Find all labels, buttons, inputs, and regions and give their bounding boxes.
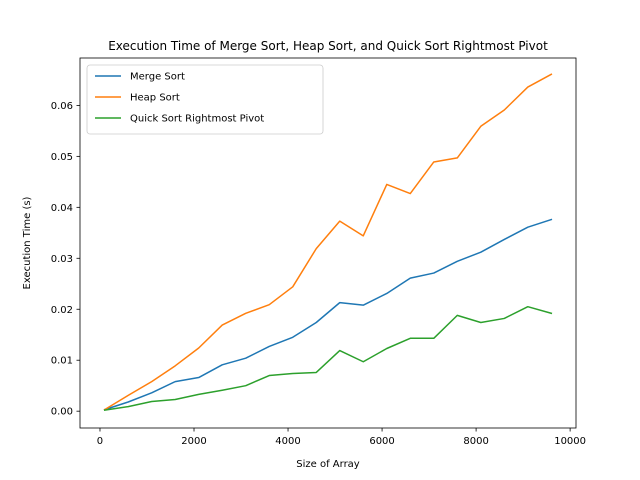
x-tick-label: 2000 bbox=[181, 436, 206, 447]
y-tick-label: 0.05 bbox=[51, 152, 73, 163]
y-tick-label: 0.01 bbox=[51, 356, 73, 367]
legend-box bbox=[86, 64, 324, 135]
x-tick-label: 0 bbox=[97, 436, 103, 447]
legend-entry-0: Merge Sort bbox=[130, 72, 185, 83]
legend-entry-1: Heap Sort bbox=[130, 93, 180, 104]
y-axis: 0.00 0.01 0.02 0.03 0.04 0.05 0.06 bbox=[51, 101, 80, 418]
plot-frame bbox=[79, 57, 577, 429]
y-tick-label: 0.03 bbox=[51, 254, 73, 265]
y-tick-label: 0.02 bbox=[51, 305, 73, 316]
legend: Merge Sort Heap Sort Quick Sort Rightmost … bbox=[86, 64, 324, 135]
chart-title: Execution Time of Merge Sort, Heap Sort,… bbox=[108, 39, 548, 53]
series-line-2 bbox=[103, 305, 553, 412]
legend-entry-2: Quick Sort Rightmost Pivot bbox=[130, 114, 264, 125]
series-layer bbox=[103, 73, 553, 412]
x-tick-label: 4000 bbox=[275, 436, 300, 447]
series-line-1 bbox=[103, 73, 553, 411]
x-axis-label: Size of Array bbox=[296, 459, 360, 470]
series-line-0 bbox=[103, 218, 553, 411]
y-axis-label: Execution Time (s) bbox=[22, 196, 33, 289]
x-tick-label: 6000 bbox=[369, 436, 394, 447]
x-tick-label: 10000 bbox=[554, 436, 586, 447]
y-tick-label: 0.06 bbox=[51, 101, 73, 112]
y-tick-label: 0.04 bbox=[51, 203, 73, 214]
x-tick-label: 8000 bbox=[463, 436, 488, 447]
x-axis: 0 2000 4000 6000 8000 10000 bbox=[97, 428, 586, 447]
y-tick-label: 0.00 bbox=[51, 407, 73, 418]
